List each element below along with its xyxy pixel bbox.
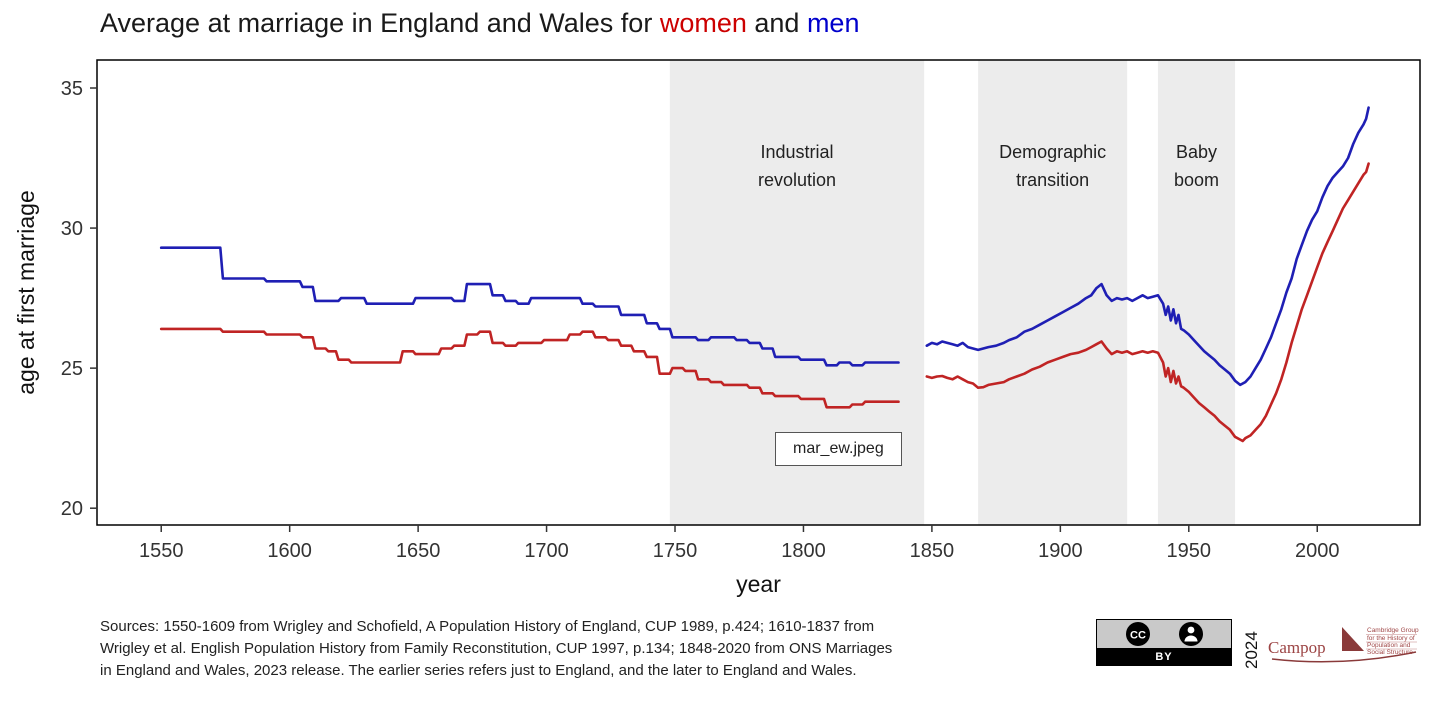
badge-year: 2024 xyxy=(1242,631,1261,669)
title-text: Average at marriage in England and Wales… xyxy=(100,8,660,38)
y-tick-label: 20 xyxy=(61,498,83,520)
svg-text:CC: CC xyxy=(1130,630,1146,642)
campop-name: Campop xyxy=(1268,638,1326,657)
region-label-industrial-revolution: Industrial xyxy=(761,142,834,162)
women-series-line xyxy=(159,327,900,409)
chart-title: Average at marriage in England and Wales… xyxy=(100,8,859,39)
campop-org-line: for the History of xyxy=(1367,635,1415,642)
y-tick-label: 30 xyxy=(61,218,83,240)
y-tick-label: 35 xyxy=(61,78,83,100)
title-men-word: men xyxy=(806,8,860,38)
region-demographic-transition xyxy=(978,60,1128,525)
sources-line: in England and Wales, 2023 release. The … xyxy=(100,661,857,679)
region-label-baby-boom: Baby xyxy=(1176,142,1217,162)
filename-tooltip: mar_ew.jpeg xyxy=(775,432,902,466)
y-tick-label: 25 xyxy=(61,358,83,380)
cc-badge-top: CC xyxy=(1097,620,1231,648)
campop-org-line: Social Structure xyxy=(1367,649,1413,656)
x-tick-label: 1900 xyxy=(1038,540,1083,562)
cc-icon: CC xyxy=(1125,622,1150,646)
campop-org-line: Cambridge Group xyxy=(1367,627,1419,634)
x-tick-label: 1650 xyxy=(396,540,441,562)
person-icon xyxy=(1178,622,1203,646)
filename-text: mar_ew.jpeg xyxy=(793,440,884,457)
title-women-word: women xyxy=(659,8,747,38)
men-series-line xyxy=(159,246,900,367)
x-tick-label: 1950 xyxy=(1167,540,1212,562)
x-tick-label: 1750 xyxy=(653,540,698,562)
region-label-demographic-transition: Demographic xyxy=(999,142,1106,162)
x-tick-label: 1800 xyxy=(781,540,826,562)
women-series-line xyxy=(925,162,1370,443)
region-label-industrial-revolution: revolution xyxy=(758,170,836,190)
y-axis-title: age at first marriage xyxy=(13,190,39,395)
footer-badges: CC BY 2024 Campop Cambridge Group for xyxy=(1096,619,1420,676)
campop-logo-graphic: Campop Cambridge Group for the History o… xyxy=(1268,627,1419,663)
x-tick-label: 1550 xyxy=(139,540,184,562)
campop-sail-icon xyxy=(1342,627,1364,651)
x-axis-title: year xyxy=(736,571,781,597)
campop-hull-icon xyxy=(1271,651,1417,663)
x-tick-label: 2000 xyxy=(1295,540,1340,562)
cc-by-label: BY xyxy=(1097,648,1231,665)
sources-text: Sources: 1550-1609 from Wrigley and Scho… xyxy=(100,616,892,681)
campop-org-line: Population and xyxy=(1367,642,1411,649)
region-label-demographic-transition: transition xyxy=(1016,170,1089,190)
men-series-line xyxy=(925,106,1370,387)
x-tick-label: 1850 xyxy=(910,540,955,562)
region-label-baby-boom: boom xyxy=(1174,170,1219,190)
region-baby-boom xyxy=(1157,60,1236,525)
sources-line: Sources: 1550-1609 from Wrigley and Scho… xyxy=(100,618,875,635)
x-tick-label: 1700 xyxy=(524,540,569,562)
campop-logo: Campop Cambridge Group for the History o… xyxy=(1268,619,1420,676)
sources-line: Wrigley et al. English Population Histor… xyxy=(100,639,893,657)
title-and-word: and xyxy=(746,8,807,38)
plot-border xyxy=(96,59,1421,526)
cc-by-license-badge: CC BY xyxy=(1096,619,1232,666)
x-tick-label: 1600 xyxy=(267,540,312,562)
